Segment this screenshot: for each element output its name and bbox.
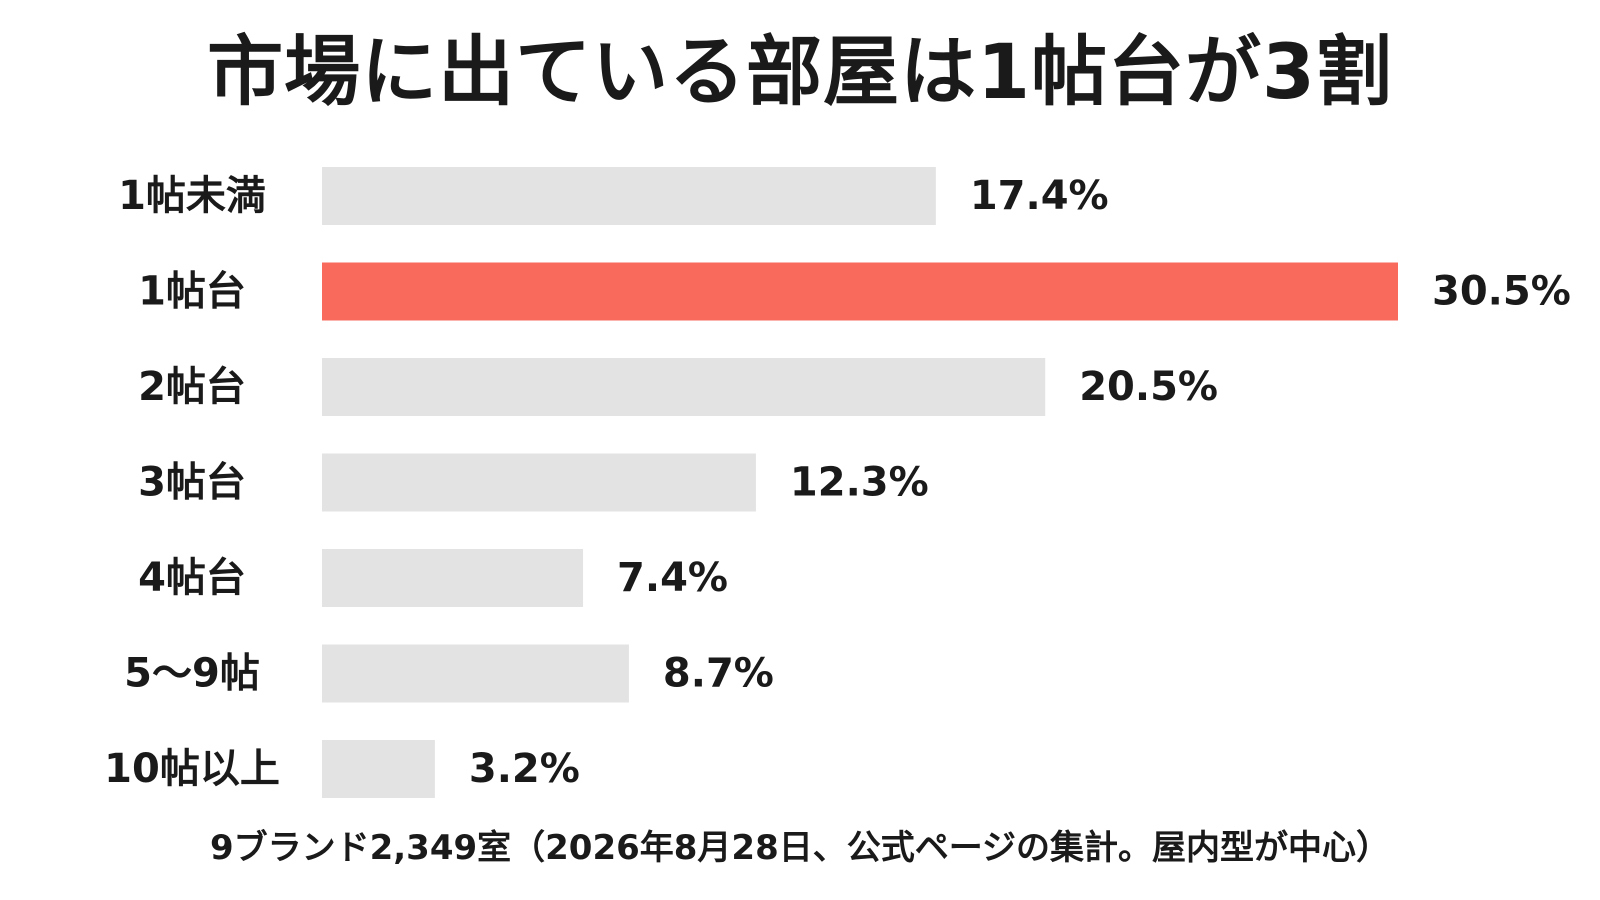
category-label: 4帖台 — [138, 555, 246, 601]
value-label: 20.5% — [1079, 364, 1218, 410]
value-label: 7.4% — [617, 555, 728, 601]
bar — [322, 740, 435, 798]
value-label: 3.2% — [469, 746, 580, 792]
category-label: 1帖未満 — [118, 173, 266, 219]
bar — [322, 453, 756, 512]
category-label: 5〜9帖 — [124, 651, 260, 697]
category-label: 2帖台 — [138, 364, 246, 410]
chart-title: 市場に出ている部屋は1帖台が3割 — [207, 27, 1393, 116]
bar — [322, 549, 584, 607]
category-label: 1帖台 — [138, 269, 246, 315]
value-label: 8.7% — [663, 651, 774, 697]
value-label: 30.5% — [1432, 269, 1571, 315]
chart-footnote: 9ブランド2,349室（2026年8月28日、公式ページの集計。屋内型が中心） — [209, 828, 1391, 868]
value-label: 12.3% — [790, 460, 929, 506]
category-label: 10帖以上 — [104, 746, 280, 792]
bar — [322, 167, 936, 225]
bar — [322, 644, 629, 703]
value-label: 17.4% — [970, 173, 1109, 219]
bar — [322, 358, 1046, 416]
highlighted-bar — [322, 262, 1398, 321]
category-label: 3帖台 — [138, 460, 246, 506]
